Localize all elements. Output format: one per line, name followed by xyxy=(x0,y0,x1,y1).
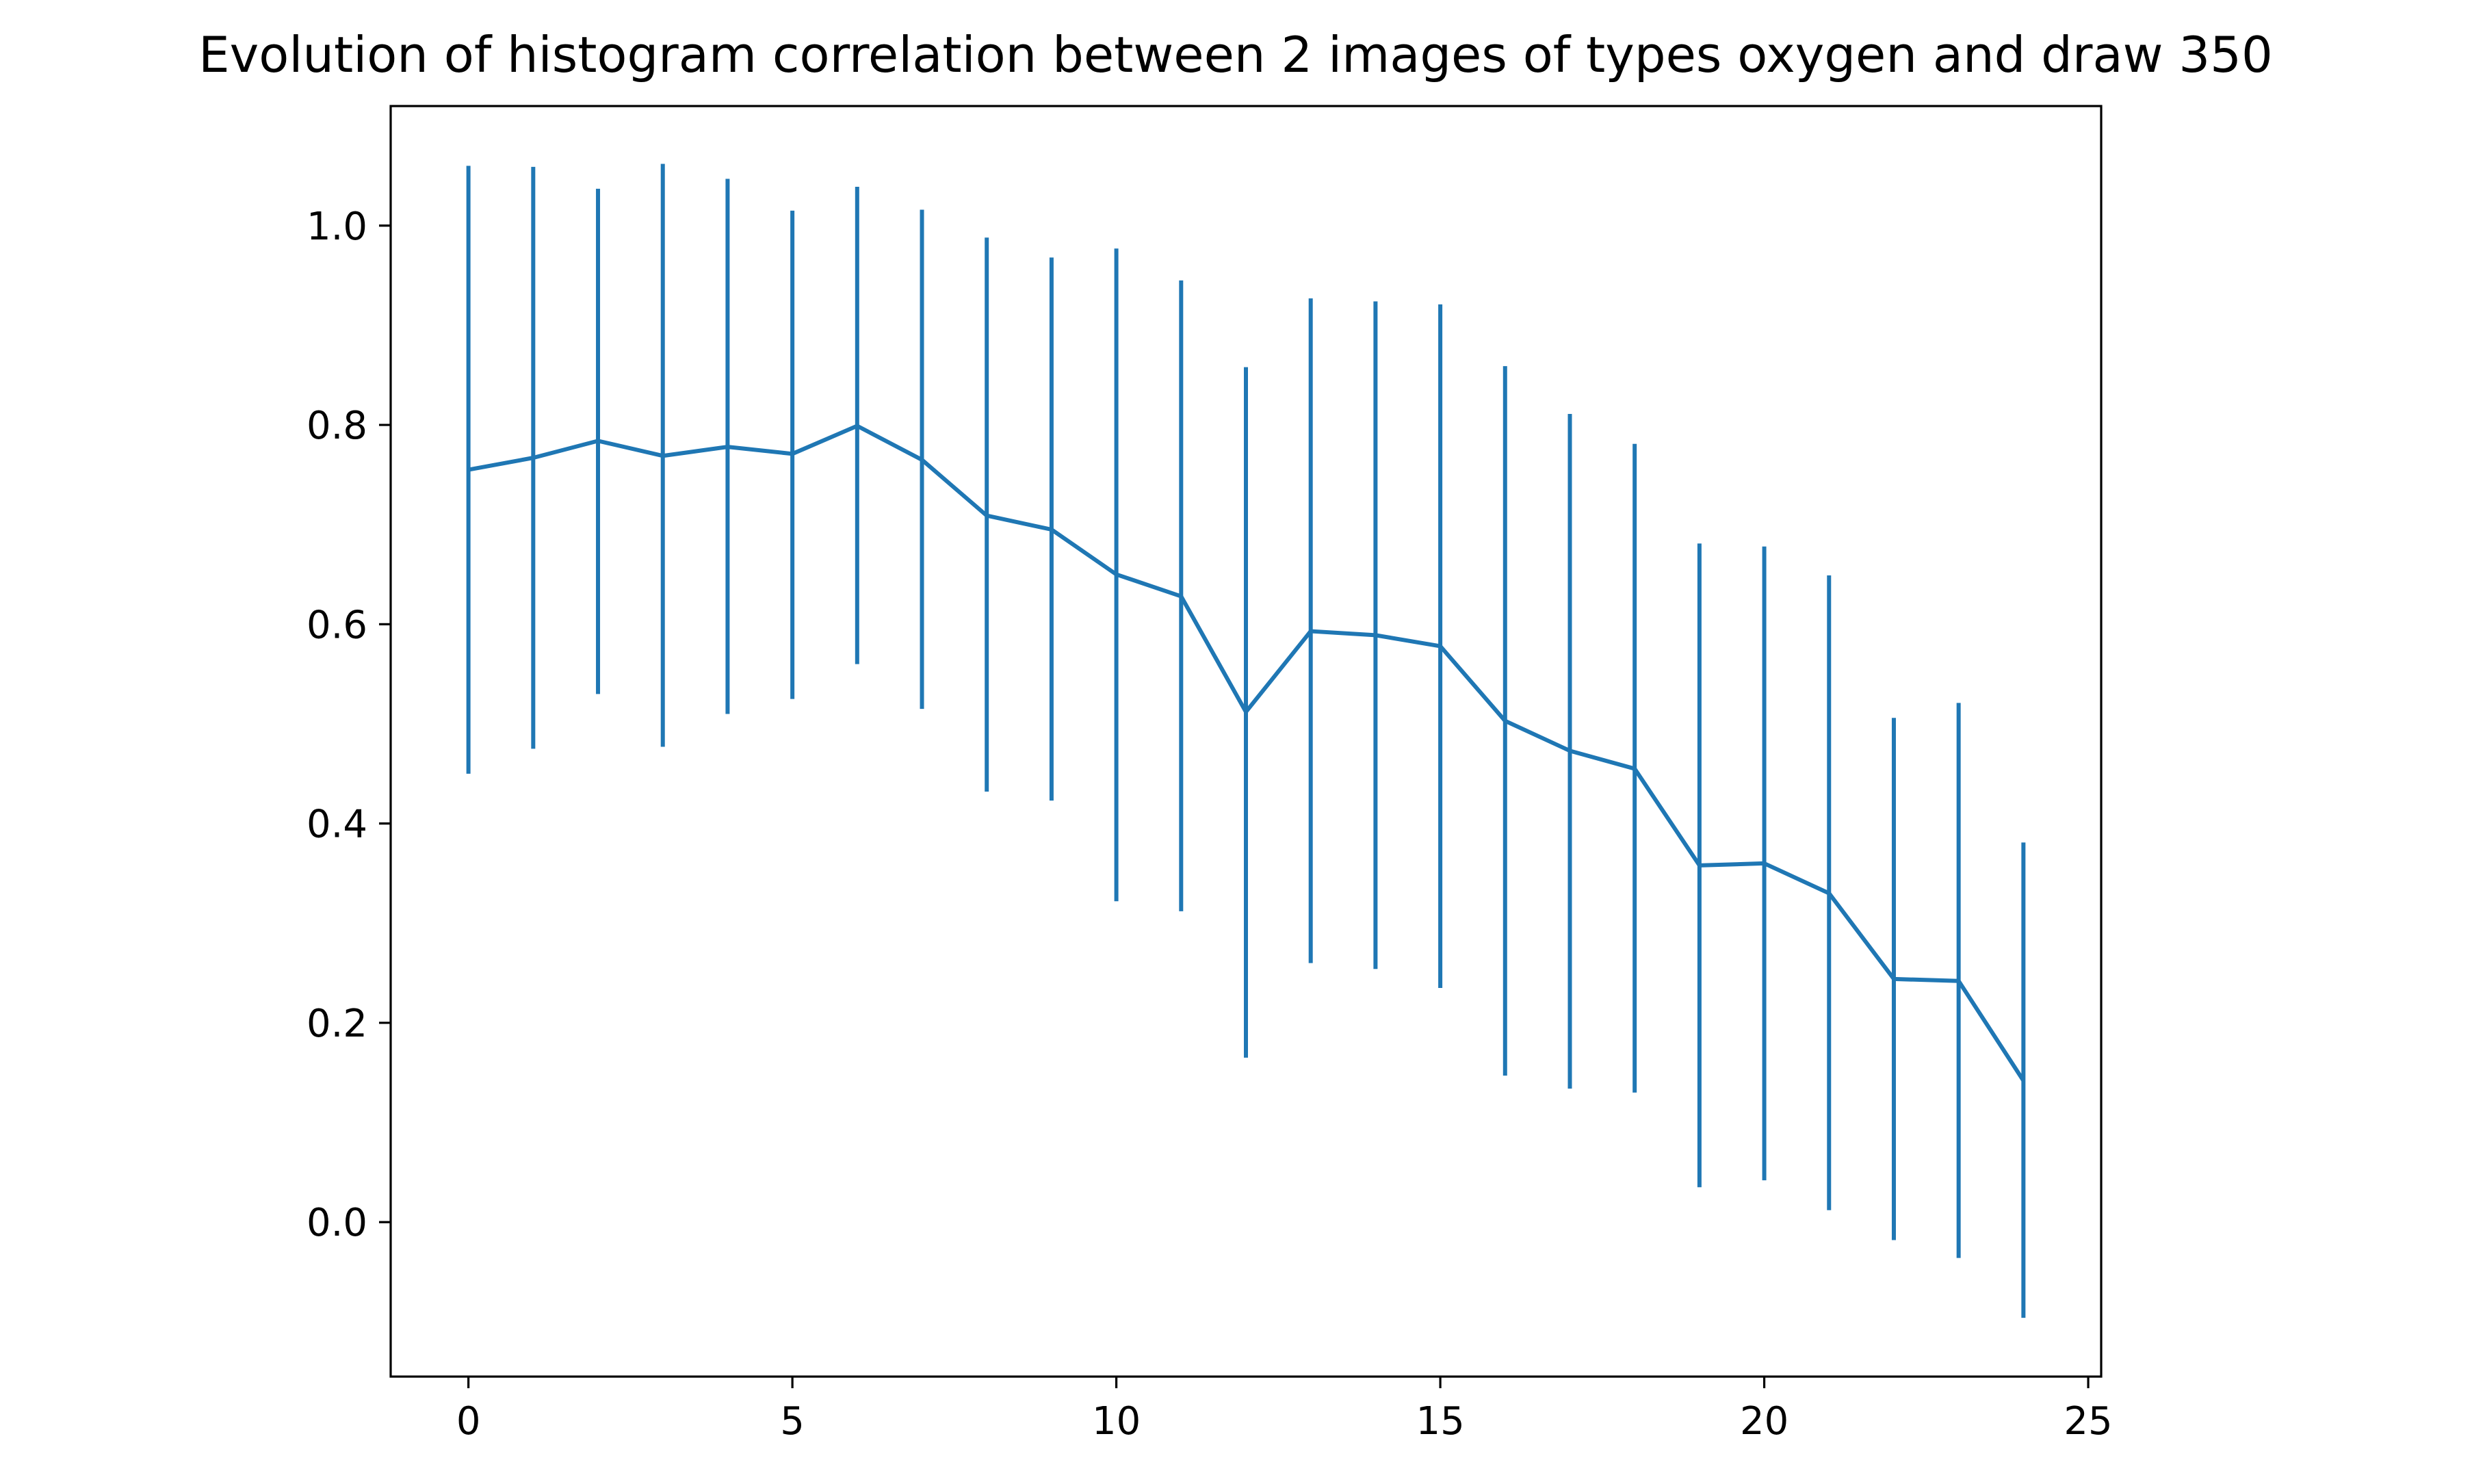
x-tick-label: 15 xyxy=(1416,1399,1464,1444)
y-tick-label: 0.4 xyxy=(307,803,367,847)
chart-title: Evolution of histogram correlation betwe… xyxy=(198,26,2273,83)
x-tick-label: 0 xyxy=(456,1399,481,1444)
y-tick-label: 0.8 xyxy=(307,404,367,448)
x-tick-label: 25 xyxy=(2064,1399,2112,1444)
y-tick-label: 1.0 xyxy=(307,205,367,249)
x-tick-label: 20 xyxy=(1740,1399,1788,1444)
x-tick-label: 10 xyxy=(1092,1399,1141,1444)
x-tick-label: 5 xyxy=(780,1399,805,1444)
y-tick-label: 0.0 xyxy=(307,1201,367,1245)
axes-frame xyxy=(389,105,2103,1378)
y-tick-label: 0.6 xyxy=(307,603,367,647)
plot-area xyxy=(466,164,2026,1318)
series-line xyxy=(468,424,2025,1082)
y-tick-label: 0.2 xyxy=(307,1002,367,1046)
axis-ticks: 0 5 10 15 20 25 0.0 0.2 0.4 0.6 0.8 1.0 xyxy=(307,205,2113,1444)
